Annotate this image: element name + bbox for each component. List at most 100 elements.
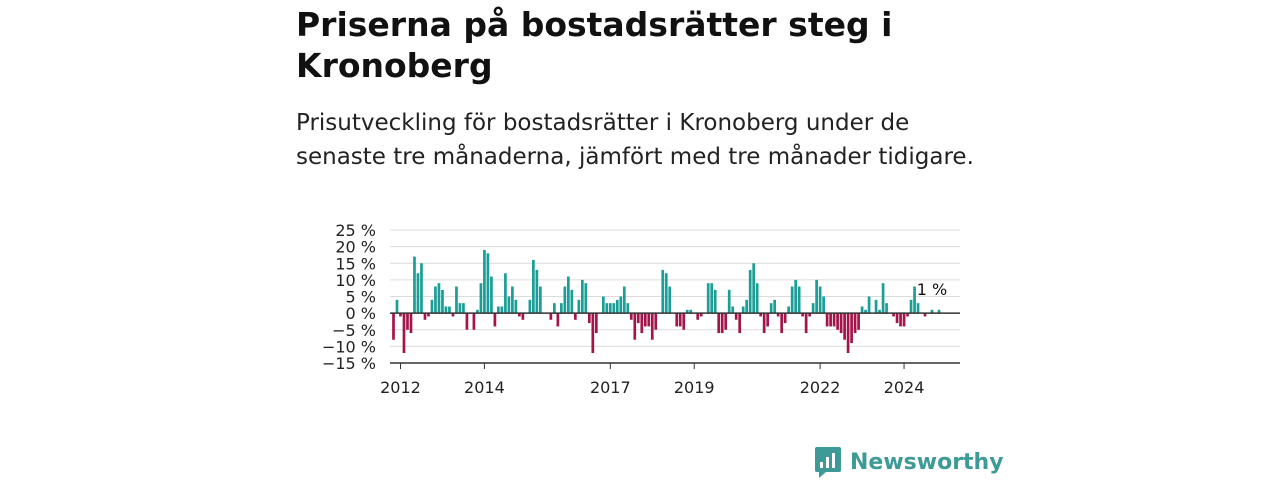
bar <box>493 313 497 327</box>
bar <box>577 299 581 314</box>
bar <box>720 313 724 334</box>
bar <box>416 273 420 314</box>
bar <box>738 313 742 334</box>
bar <box>811 303 815 314</box>
bar <box>605 303 609 314</box>
gridlines <box>390 229 960 364</box>
y-tick-label: 0 % <box>346 304 376 323</box>
bar <box>797 286 801 314</box>
bar <box>511 286 514 314</box>
bar <box>829 313 832 327</box>
bar <box>437 283 441 314</box>
bar <box>476 309 479 314</box>
bar <box>773 299 777 314</box>
bar <box>741 306 745 314</box>
bar <box>507 296 511 314</box>
bar <box>706 283 710 314</box>
bar <box>762 313 766 334</box>
bar <box>643 313 647 327</box>
bar <box>528 299 532 314</box>
bar <box>465 313 469 330</box>
bar <box>444 306 448 314</box>
bar <box>661 269 665 314</box>
y-tick-label: 15 % <box>335 254 376 273</box>
bar <box>580 279 584 314</box>
bar <box>776 313 780 317</box>
bar <box>650 313 654 340</box>
bar <box>867 296 871 314</box>
bar <box>752 263 756 314</box>
bar <box>420 263 423 314</box>
bar <box>713 289 717 314</box>
y-axis-ticks: −15 %−10 %−5 %0 %5 %10 %15 %20 %25 % <box>322 221 376 373</box>
brand-name: Newsworthy <box>850 449 1004 475</box>
bar <box>486 253 490 314</box>
bar <box>745 299 749 314</box>
bar <box>608 303 612 314</box>
bar <box>836 313 839 330</box>
bar <box>864 309 867 314</box>
bar <box>818 286 822 314</box>
x-tick-label: 2019 <box>674 378 715 397</box>
bar <box>790 286 794 314</box>
bar <box>549 313 553 320</box>
bar <box>479 283 483 314</box>
bar <box>395 299 399 314</box>
bar <box>832 313 836 327</box>
bar <box>678 313 682 327</box>
bar <box>573 313 577 320</box>
bar <box>923 313 927 317</box>
bar <box>724 313 728 330</box>
bar <box>587 313 591 324</box>
bar <box>783 313 787 324</box>
bar <box>804 313 808 334</box>
bar <box>413 256 416 314</box>
bar <box>497 306 500 314</box>
bar <box>472 313 476 330</box>
bar <box>451 313 455 317</box>
bar <box>647 313 651 327</box>
bar <box>640 313 644 334</box>
x-tick-label: 2024 <box>884 378 925 397</box>
bar <box>409 313 413 334</box>
bar <box>843 313 846 340</box>
bar <box>626 303 630 314</box>
bar <box>392 313 395 340</box>
bar <box>787 306 790 314</box>
bar <box>601 296 605 314</box>
bar <box>462 303 465 314</box>
chart-subtitle: Prisutveckling för bostadsrätter i Krono… <box>296 110 974 170</box>
bar <box>689 309 693 314</box>
bar <box>885 303 888 314</box>
bar <box>448 306 451 314</box>
y-tick-label: 10 % <box>335 271 376 290</box>
bar <box>822 296 825 314</box>
chart-title: Priserna på bostadsrätter steg i Kronobe… <box>296 5 893 85</box>
bar <box>399 313 402 317</box>
bar <box>801 313 804 317</box>
bar <box>584 283 588 314</box>
bar <box>566 276 570 314</box>
bar <box>434 286 437 314</box>
y-tick-label: −5 % <box>332 321 376 340</box>
x-tick-label: 2022 <box>800 378 841 397</box>
bar <box>423 313 427 320</box>
bar <box>402 313 406 354</box>
bar <box>504 273 507 314</box>
y-tick-label: 25 % <box>335 221 376 240</box>
bar <box>532 259 535 314</box>
bar <box>899 313 902 327</box>
bar <box>860 306 864 314</box>
bar <box>850 313 853 344</box>
bar <box>930 309 934 314</box>
bar <box>895 313 899 324</box>
bar <box>780 313 784 334</box>
bar <box>591 313 595 354</box>
bar <box>755 283 759 314</box>
bar <box>539 286 542 314</box>
y-tick-label: 5 % <box>346 288 376 307</box>
bar <box>874 299 878 314</box>
bar <box>664 273 668 314</box>
bar <box>902 313 906 327</box>
bar <box>881 283 885 314</box>
